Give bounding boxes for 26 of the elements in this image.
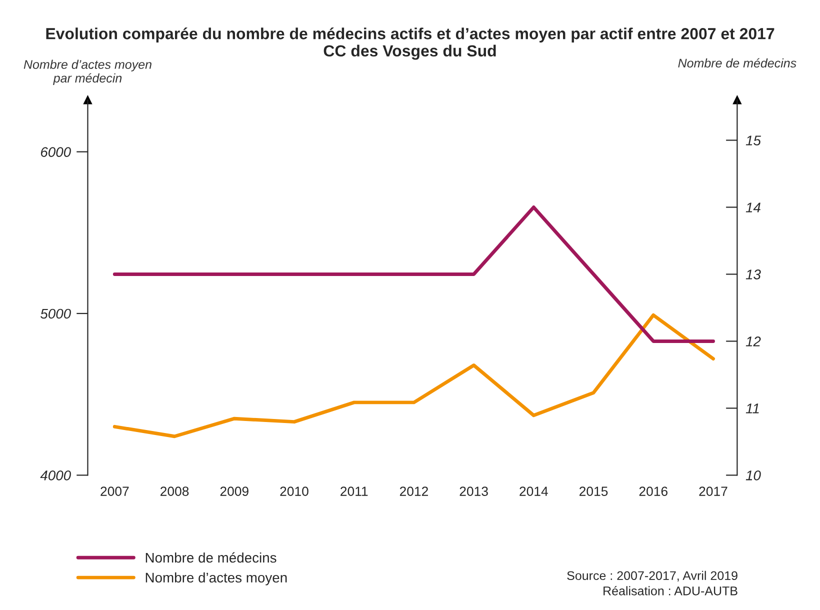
x-tick-label: 2014	[520, 486, 548, 496]
y2-tick-label: 12	[746, 336, 761, 346]
y2-tick-label: 13	[746, 270, 761, 280]
y2-tick-label: 14	[746, 202, 760, 212]
x-tick-label: 2008	[160, 486, 189, 496]
x-tick-label: 2012	[400, 486, 428, 496]
x-tick-label: 2011	[340, 486, 368, 496]
line-series	[112, 313, 715, 438]
x-tick-label: 2013	[460, 486, 488, 496]
y2-tick-label: 10	[746, 470, 761, 480]
y-tick-label: 6000	[40, 147, 71, 157]
y-axis-title: Nombre d’actes moyen par médecin	[24, 60, 152, 86]
x-tick-label: 2007	[100, 486, 129, 496]
y2-axis-title: Nombre de médecins	[678, 58, 796, 68]
x-tick-label: 2017	[699, 486, 728, 496]
y2-tick-label: 11	[746, 404, 759, 414]
legend-label: Nombre d’actes moyen	[146, 572, 287, 586]
y2-tick-label: 15	[746, 136, 761, 146]
x-tick-label: 2009	[220, 486, 248, 496]
x-tick-label: 2010	[280, 486, 308, 496]
x-tick-label: 2015	[580, 486, 608, 496]
legend-label: Nombre de médecins	[146, 552, 276, 563]
y-tick-label: 4000	[40, 470, 71, 480]
source-note: Source : 2007-2017, Avril 2019 Réalisation : ADU-AUTB	[567, 570, 738, 596]
x-tick-label: 2016	[639, 486, 668, 496]
y-tick-label: 5000	[40, 308, 71, 319]
